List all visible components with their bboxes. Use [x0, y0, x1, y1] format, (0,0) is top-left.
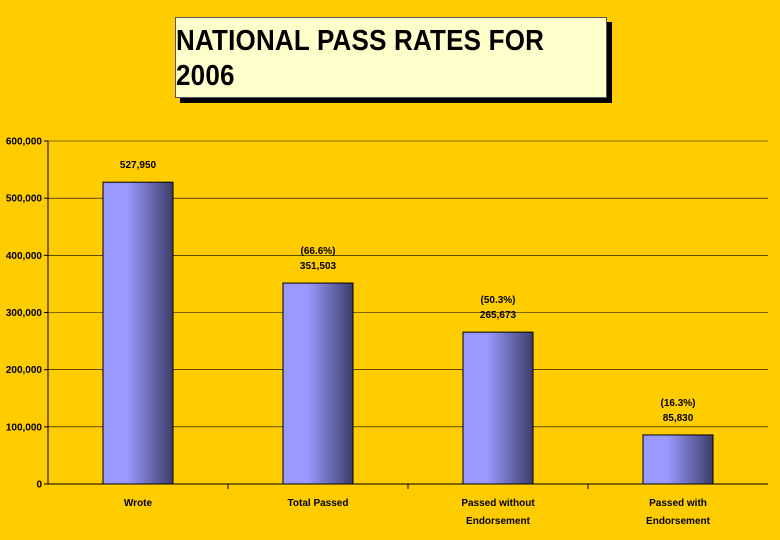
bar: [102, 181, 174, 485]
chart-title: NATIONAL PASS RATES FOR 2006: [176, 22, 545, 92]
y-tick-label: 100,000: [6, 422, 43, 433]
data-label: 527,950: [120, 160, 157, 171]
x-tick-label: Endorsement: [646, 516, 711, 527]
bar: [282, 282, 354, 485]
y-tick-label: 0: [36, 480, 42, 491]
x-tick-label: Endorsement: [466, 516, 531, 527]
y-tick-label: 400,000: [6, 251, 43, 262]
y-tick-label: 300,000: [6, 308, 43, 319]
x-tick-label: Passed with: [649, 498, 707, 509]
data-label: 351,503: [300, 261, 337, 272]
x-tick-label: Wrote: [124, 498, 153, 509]
bar: [462, 331, 534, 485]
x-tick-label: Total Passed: [288, 498, 349, 509]
data-label: 265,673: [480, 310, 517, 321]
x-tick-label: Passed without: [461, 498, 535, 509]
y-tick-label: 500,000: [6, 194, 43, 205]
chart-title-box: NATIONAL PASS RATES FOR 2006: [175, 17, 607, 98]
bar: [642, 434, 714, 485]
percent-label: (16.3%): [660, 398, 695, 409]
percent-label: (50.3%): [480, 295, 515, 306]
y-tick-label: 600,000: [6, 137, 43, 148]
y-tick-label: 200,000: [6, 365, 43, 376]
percent-label: (66.6%): [300, 246, 335, 257]
data-label: 85,830: [663, 413, 694, 424]
